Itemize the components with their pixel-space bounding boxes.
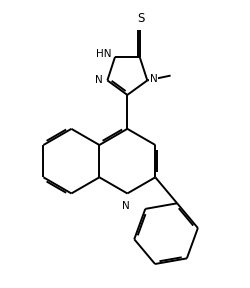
Text: HN: HN [95,49,111,59]
Text: N: N [149,74,157,84]
Text: N: N [121,200,129,211]
Text: S: S [137,12,144,25]
Text: N: N [94,75,102,86]
